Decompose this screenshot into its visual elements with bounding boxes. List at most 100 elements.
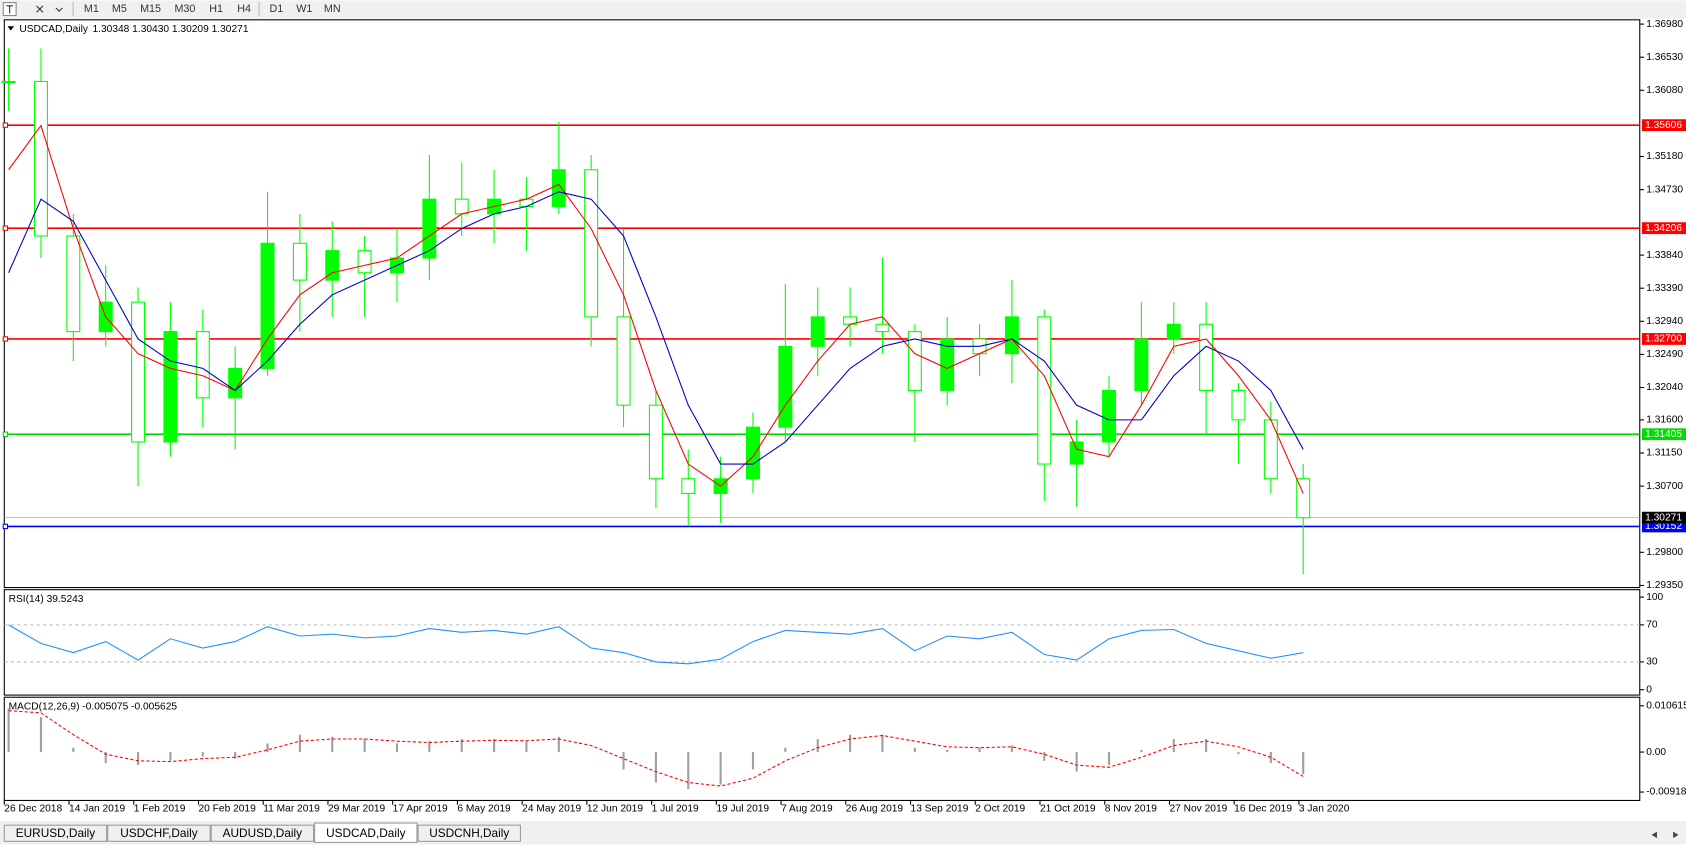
timeframe-button[interactable]: H1 [209,3,223,15]
y-tick-label: 1.34730 [1646,184,1683,195]
candle-body [810,316,825,347]
rsi-line [8,624,1304,665]
panel-frame [3,589,1641,696]
timeframe-button[interactable]: H4 [237,3,251,15]
timeframe-button[interactable]: M15 [140,3,161,15]
tab-scroll[interactable] [1651,831,1679,839]
candle-body [1199,323,1214,391]
level-label-bg [1641,520,1686,533]
y-tick-label: 0 [1646,684,1652,695]
timeframe-button[interactable]: MN [324,3,341,15]
candle-body [33,80,48,237]
candle-body [1231,389,1246,421]
indicator-title: MACD(12,26,9) -0.005075 -0.005625 [9,702,178,713]
title-arrow [7,26,14,31]
candle-body [1037,316,1052,465]
y-tick-label: 100 [1646,592,1663,603]
panel-frame [3,696,1641,801]
indicator-title: RSI(14) 39.5243 [9,594,84,605]
candle-body [1004,316,1019,355]
candle-body [66,235,81,333]
x-tick-label: 21 Oct 2019 [1040,804,1096,815]
x-tick-label: 13 Sep 2019 [911,804,969,815]
tab-label: USDCNH,Daily [429,826,509,840]
toolbar [0,0,1686,19]
chart-area [4,19,1686,801]
candle-body [260,242,275,369]
candle-body [422,198,437,259]
indicator-title: USDCAD,Daily [19,24,88,35]
y-tick-label: 1.32940 [1646,316,1683,327]
panel-frame [3,19,1641,589]
candle-body [648,404,663,480]
current-price-label: 1.30271 [1645,512,1682,523]
current-price-bg [1641,511,1686,524]
x-tick-label: 8 Nov 2019 [1105,804,1158,815]
tabs: EURUSD,Daily USDCHF,Daily AUDUSD,Daily USDC… [3,822,521,843]
candle-body [1166,323,1181,340]
level-label-bg [1641,428,1686,441]
level-label: 1.34206 [1645,223,1682,234]
candle-body [940,338,955,391]
timeframe-button[interactable]: M5 [112,3,127,15]
y-tick-label: 1.32040 [1646,382,1683,393]
tab-bg [3,824,108,842]
y-tick-label: 1.35180 [1646,151,1683,162]
candle-body [325,250,340,281]
level-handle [2,431,9,437]
level-label: 1.30152 [1645,521,1682,532]
x-tick-label: 19 Jul 2019 [716,804,769,815]
tab-bg [210,824,315,842]
y-tick-label: 1.30700 [1646,481,1683,492]
candle-body [746,426,760,480]
candle-body [195,331,210,399]
y-tick-label: 70 [1646,620,1658,631]
y-tick-label: 1.29800 [1646,547,1683,558]
timeframe-button[interactable]: M1 [84,3,99,15]
candle-body [1069,441,1084,465]
candle-body [551,169,566,208]
text-tool-icon [6,5,13,14]
candle-body [292,242,307,281]
level-handle [2,122,9,128]
x-tick-label: 29 Mar 2019 [328,804,386,815]
y-tick-label: 30 [1646,657,1658,668]
level-label: 1.31405 [1645,429,1682,440]
tab[interactable]: EURUSD,Daily [3,824,108,842]
y-tick-label: 1.36080 [1646,85,1683,96]
candle-body [778,345,793,428]
tab[interactable]: AUDUSD,Daily [210,824,315,842]
candle-body [131,301,146,443]
x-tick-label: 11 Mar 2019 [263,804,320,815]
level-handle [2,523,9,530]
level-label-bg [1641,222,1686,235]
candle-body [1263,419,1278,480]
timeframe-button[interactable]: W1 [296,3,312,15]
timeframe-button[interactable]: M30 [174,3,195,15]
active-tab[interactable]: USDCAD,Daily [314,822,418,843]
x-tick-label: 7 Aug 2019 [781,804,833,815]
x-tick-label: 26 Aug 2019 [846,804,904,815]
moving-average [8,124,1304,494]
x-tick-label: 2 Oct 2019 [975,804,1025,815]
draw-tools-icon[interactable] [36,5,63,13]
signal-line [8,710,1304,787]
level-handle [2,336,9,342]
y-tick-label: 1.31150 [1646,448,1682,459]
tab-label: EURUSD,Daily [16,826,96,840]
level-label-bg [1641,333,1686,345]
tab[interactable]: USDCNH,Daily [417,824,521,842]
y-tick-label: 0.00 [1646,747,1666,758]
candle-body [907,331,922,391]
candle-body [584,169,599,318]
level-label-bg [1641,119,1686,132]
x-tick-label: 12 Jun 2019 [587,804,643,815]
tab[interactable]: USDCHF,Daily [107,824,211,842]
timeframe-button[interactable]: D1 [269,3,283,15]
tab-label: AUDUSD,Daily [223,826,303,840]
x-tick-label: 17 Apr 2019 [393,804,448,815]
candle-body [616,316,631,406]
tab-bg [107,824,211,842]
candle-body [1134,338,1149,391]
timeframes: M1 M5 M15 M30 H1 H4 D1 W1 MN [72,1,341,17]
